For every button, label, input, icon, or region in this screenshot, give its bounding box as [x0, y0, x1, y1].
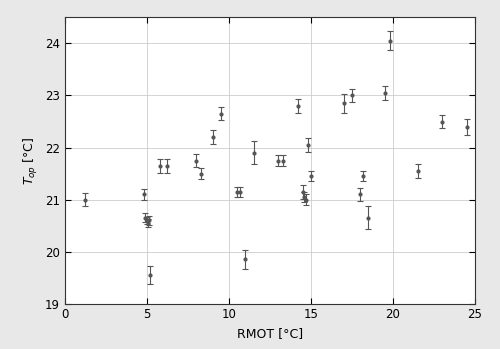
Y-axis label: $T_{op}$ [°C]: $T_{op}$ [°C]	[22, 136, 40, 185]
X-axis label: RMOT [°C]: RMOT [°C]	[237, 327, 303, 340]
